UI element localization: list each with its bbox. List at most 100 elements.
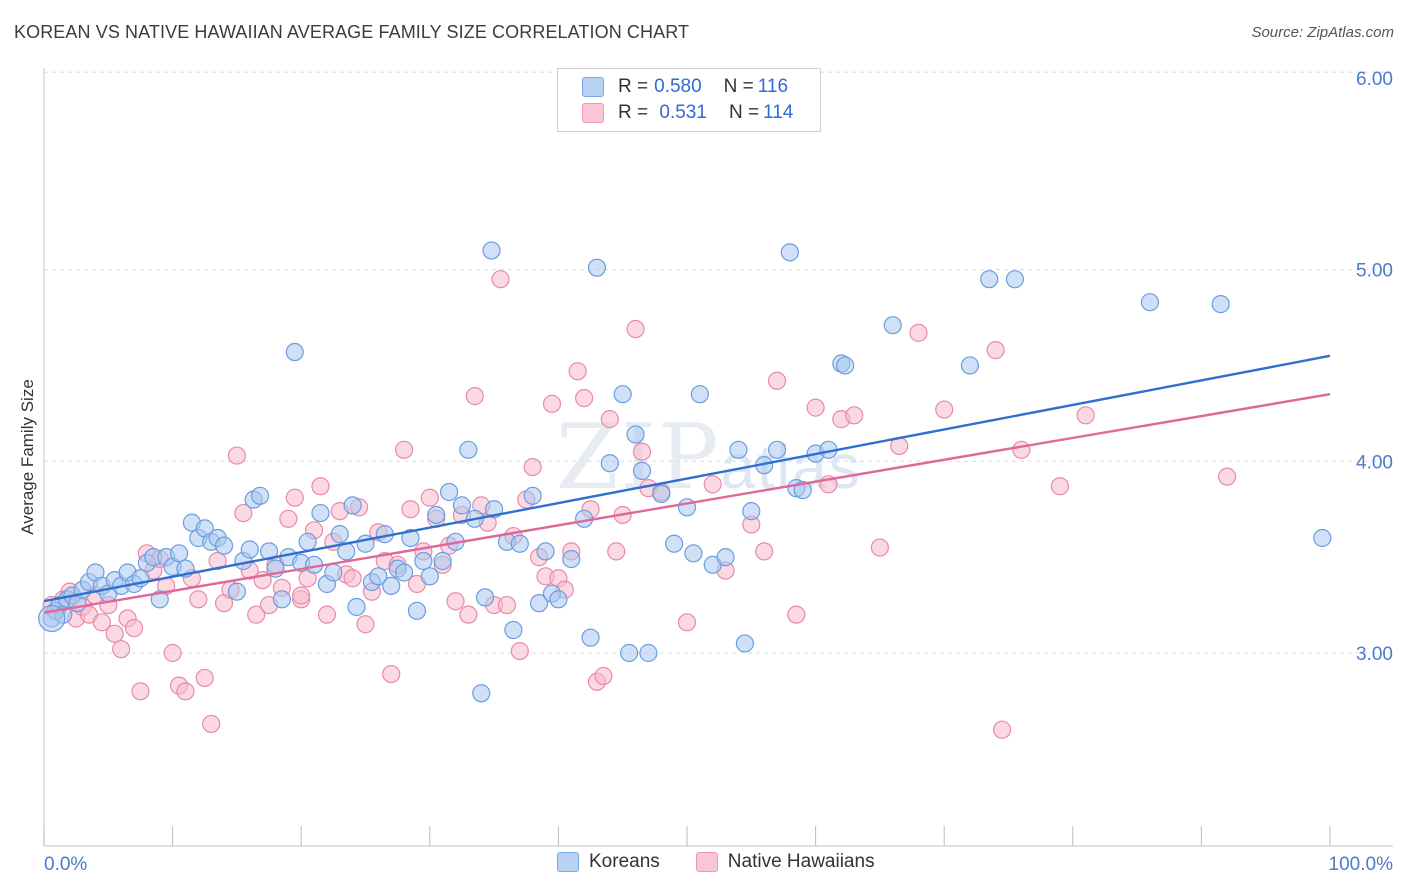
korean-point	[836, 356, 855, 375]
korean-point	[298, 532, 317, 551]
korean-point	[285, 342, 304, 362]
hawaiian-point	[767, 371, 787, 390]
hawaiian-point	[195, 668, 214, 688]
hawaiian-point	[292, 586, 311, 605]
korean-point	[735, 634, 754, 653]
hawaiian-point	[356, 615, 375, 634]
hawaiian-point	[992, 720, 1012, 739]
legend-swatch-hawaiians	[695, 852, 718, 872]
legend-item-koreans: Koreans	[557, 851, 660, 873]
korean-point	[169, 544, 189, 563]
hawaiian-point	[1012, 440, 1031, 459]
hawaiian-point	[600, 410, 619, 429]
korean-point	[439, 482, 459, 502]
korean-point	[716, 548, 735, 567]
hawaiian-point	[677, 613, 697, 632]
korean-point	[452, 496, 472, 515]
hawaiian-point	[202, 714, 221, 734]
korean-point	[382, 576, 401, 596]
legend-swatch-koreans	[582, 77, 604, 97]
hawaiian-point	[131, 682, 150, 701]
legend-n-key: N =	[728, 102, 760, 123]
korean-point	[613, 385, 632, 404]
korean-point	[472, 684, 491, 703]
hawaiian-point	[176, 682, 195, 701]
korean-point	[639, 643, 658, 663]
korean-point	[549, 590, 568, 609]
korean-point	[394, 563, 414, 582]
hawaiian-point	[626, 319, 645, 339]
legend-item-hawaiians: Native Hawaiians	[695, 851, 875, 873]
legend-r-value: 0.580	[654, 76, 702, 97]
korean-point	[883, 316, 902, 335]
korean-point	[626, 425, 645, 444]
legend-swatch-koreans	[557, 852, 579, 872]
y-tick-label: 6.00	[1356, 69, 1393, 90]
hawaiian-point	[806, 398, 825, 417]
y-tick-label: 3.00	[1356, 644, 1393, 665]
hawaiian-point	[703, 475, 722, 494]
korean-point	[420, 567, 439, 586]
hawaiian-point	[92, 613, 111, 632]
korean-point	[1211, 295, 1230, 314]
hawaiian-point	[870, 538, 890, 557]
hawaiian-point	[909, 323, 928, 342]
legend-n-value: 114	[763, 102, 794, 123]
korean-point	[227, 582, 246, 601]
y-tick-label: 5.00	[1356, 261, 1393, 282]
korean-point	[150, 590, 169, 609]
korean-point	[767, 440, 787, 459]
korean-point	[690, 385, 709, 404]
korean-point	[414, 551, 433, 571]
korean-point	[632, 461, 652, 480]
hawaiian-point	[523, 457, 542, 477]
hawaiian-point	[491, 270, 510, 289]
legend-r-key: R =	[618, 76, 649, 97]
hawaiian-point	[465, 387, 484, 406]
hawaiian-point	[311, 477, 330, 496]
hawaiian-point	[420, 488, 439, 507]
korean-point	[562, 549, 581, 569]
korean-point	[742, 502, 761, 521]
hawaiian-point	[459, 605, 478, 624]
legend-series: Koreans Native Hawaiians	[557, 851, 911, 873]
hawaiian-point	[382, 664, 401, 684]
legend-row-hawaiians: R = 0.531 N = 114	[582, 100, 793, 126]
hawaiian-point	[632, 442, 652, 461]
korean-point	[530, 594, 549, 613]
hawaiian-point	[394, 440, 414, 459]
hawaiian-point	[568, 362, 587, 381]
korean-point	[536, 542, 555, 561]
legend-r-value: 0.531	[654, 102, 707, 123]
legend-r-key: R =	[618, 102, 649, 123]
korean-point	[504, 620, 523, 640]
legend-label-koreans: Koreans	[589, 851, 660, 872]
chart-title: KOREAN VS NATIVE HAWAIIAN AVERAGE FAMILY…	[14, 22, 690, 42]
hawaiian-point	[575, 388, 594, 408]
korean-point	[214, 536, 234, 555]
hawaiian-point	[234, 503, 253, 523]
korean-point	[401, 528, 420, 548]
korean-point	[250, 486, 270, 505]
hawaiian-point	[208, 551, 227, 571]
korean-point	[427, 505, 446, 525]
korean-point	[960, 356, 980, 375]
hawaiian-point	[594, 666, 613, 686]
hawaiian-point	[105, 624, 124, 643]
hawaiian-point	[189, 590, 208, 609]
hawaiian-point	[787, 605, 806, 624]
korean-point	[1005, 270, 1025, 289]
korean-point	[1313, 528, 1332, 548]
korean-point	[433, 551, 452, 571]
x-tick-label: 100.0%	[1329, 854, 1394, 875]
korean-point	[311, 503, 330, 523]
korean-point	[729, 440, 748, 459]
korean-point	[581, 628, 600, 647]
korean-point	[652, 484, 671, 503]
korean-point	[407, 601, 427, 620]
hawaiian-point	[755, 542, 774, 561]
legend-stats: R = 0.580 N = 116 R = 0.531 N = 114	[557, 68, 821, 132]
korean-point	[980, 270, 999, 289]
hawaiian-point	[401, 500, 420, 519]
